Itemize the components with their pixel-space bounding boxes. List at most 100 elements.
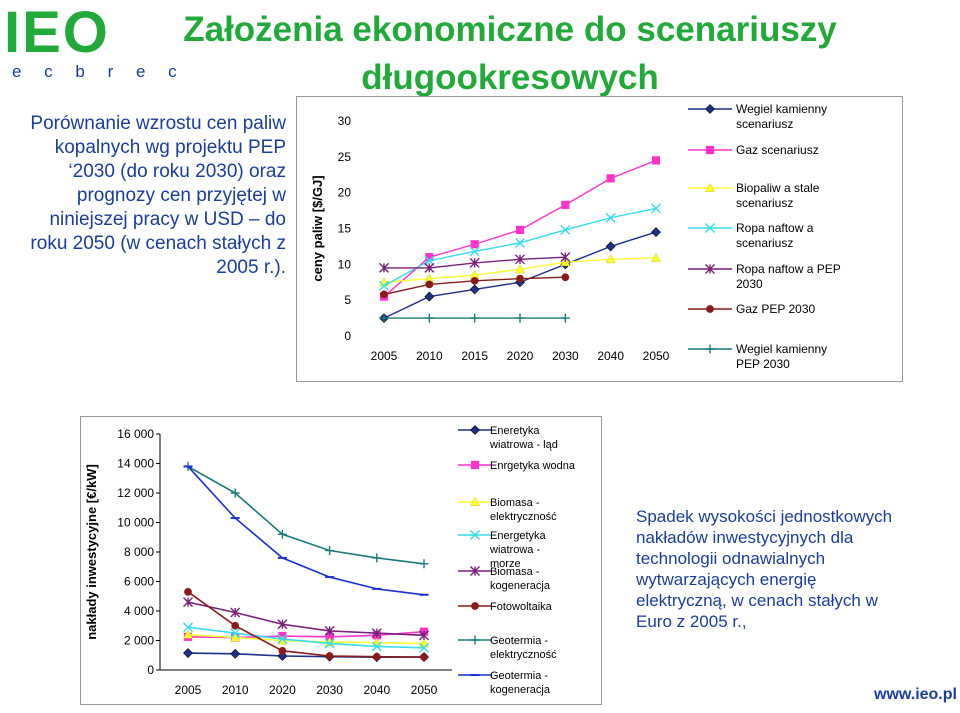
series-energetyka-wiatrowa-morze [183, 622, 429, 653]
data-point [560, 224, 571, 235]
data-point [183, 629, 193, 639]
data-point [470, 276, 479, 285]
y-tick-label: 12 000 [117, 486, 154, 500]
data-point [277, 619, 288, 630]
data-point [372, 553, 382, 563]
legend-label: Biomasa - [490, 497, 540, 509]
x-tick-label: 2030 [552, 349, 579, 363]
data-point [380, 290, 388, 299]
data-point [425, 280, 434, 289]
legend-marker [470, 496, 480, 506]
data-point [277, 529, 287, 539]
x-tick-label: 2040 [597, 349, 624, 363]
series-ropa-naftow-a-scenariusz [379, 203, 661, 291]
y-tick-label: 6 000 [124, 575, 154, 589]
series-gaz-pep-2030 [380, 273, 570, 299]
y-tick-label: 10 000 [117, 516, 154, 530]
legend-label: Biopaliw a stale [736, 181, 820, 195]
legend-label: Energetyka [490, 530, 547, 542]
series-line [187, 601, 425, 637]
data-point [231, 621, 240, 630]
series-gaz-scenariusz [379, 156, 661, 301]
series-enrgetyka-wodna [183, 627, 429, 642]
data-point [424, 313, 434, 323]
legend-label: Gaz PEP 2030 [736, 302, 815, 316]
data-point [605, 254, 616, 264]
legend-item-geotermia-kogeneracja: Geotermia - kogeneracja [458, 670, 551, 696]
x-tick-label: 2020 [269, 683, 296, 697]
legend-label: Fotowoltaika [490, 601, 553, 613]
data-point [230, 632, 241, 642]
y-tick-label: 4 000 [124, 604, 154, 618]
data-point [372, 652, 381, 661]
legend-marker [705, 223, 715, 233]
legend-label: elektryczność [490, 511, 557, 523]
legend: Eneretyka wiatrowa - ląd Enrgetyka wodna Bi… [458, 425, 576, 696]
legend-marker [705, 104, 715, 114]
data-point [183, 597, 193, 608]
legend-label: wiatrowa - [489, 544, 540, 556]
data-point [325, 652, 334, 660]
data-point [379, 280, 389, 291]
chart-fuel-prices: ceny paliw [$/GJ] 0 5 10 15 20 25 30 2005 2010 201… [310, 102, 841, 371]
legend-marker [705, 182, 715, 192]
data-point [651, 227, 661, 238]
data-point [515, 225, 525, 235]
legend-marker [471, 602, 479, 610]
data-point [605, 212, 616, 223]
legend-marker [470, 530, 480, 540]
legend-marker [470, 460, 480, 470]
data-point [379, 313, 389, 323]
data-point [605, 241, 616, 252]
legend-label: scenariusz [736, 196, 793, 210]
legend-marker [705, 344, 715, 354]
legend-label: kogeneracja [490, 684, 551, 696]
y-axis-label: nakłady inwestycyjne [€/kW] [84, 464, 99, 640]
legend-label: Eneretyka [490, 425, 540, 437]
data-point [651, 203, 661, 214]
legend-label: 2030 [736, 277, 763, 291]
series-eneretyka-wiatrowa-l-d [183, 648, 429, 663]
legend-marker [470, 425, 480, 435]
data-point [277, 634, 288, 645]
series-biomasa-kogeneracja [183, 597, 429, 641]
series-geotermia-kogeneracja [183, 465, 429, 596]
left-description: Porównanie wzrostu cen paliw kopalnych w… [30, 113, 286, 278]
data-point [424, 262, 435, 273]
legend-marker [705, 264, 715, 274]
data-point [424, 255, 435, 266]
series-line [383, 207, 657, 287]
legend-label: Wegiel kamienny [736, 342, 827, 356]
x-ticks: 2005 2010 2015 2020 2030 2040 2050 [371, 349, 670, 363]
legend-item-biomasa-elektryczno: Biomasa - elektryczność [458, 496, 557, 523]
data-point [184, 587, 192, 596]
data-point [424, 291, 435, 302]
legend-label: scenariusz [736, 117, 793, 131]
data-point [183, 622, 193, 633]
x-tick-label: 2040 [363, 683, 390, 697]
data-point [469, 246, 480, 257]
y-tick-label: 14 000 [117, 457, 154, 471]
legend-item-eneretyka-wiatrowa-l-d: Eneretyka wiatrowa - ląd [458, 425, 558, 451]
series-biomasa-elektryczno [183, 629, 429, 648]
x-tick-label: 2020 [507, 349, 534, 363]
data-point [560, 313, 570, 323]
data-point [516, 274, 524, 283]
data-point [515, 313, 525, 323]
x-ticks: 2005 2010 2020 2030 2040 2050 [175, 683, 438, 697]
x-tick-label: 2050 [411, 683, 438, 697]
legend-item-fotowoltaika: Fotowoltaika [458, 601, 553, 613]
page-title-line-2: długookresowych [361, 58, 659, 97]
chart-2-frame [80, 416, 602, 705]
data-point [230, 488, 240, 498]
data-point [371, 628, 382, 639]
x-tick-label: 2005 [371, 349, 398, 363]
series-geotermia-elektryczno [183, 461, 429, 569]
legend-marker [705, 145, 715, 155]
data-point [515, 264, 525, 274]
y-axis-label: ceny paliw [$/GJ] [310, 175, 325, 281]
footer-url[interactable]: www.ieo.pl [874, 686, 957, 703]
x-tick-label: 2010 [416, 349, 443, 363]
